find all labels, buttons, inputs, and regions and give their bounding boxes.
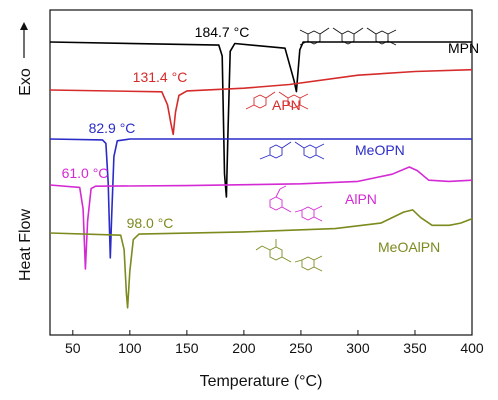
plot-frame: [49, 9, 473, 336]
series-name-meopn: MeOPN: [355, 142, 405, 158]
x-tick-label: 150: [175, 340, 199, 356]
x-tick-label: 100: [118, 340, 142, 356]
exo-arrow-icon: [20, 22, 28, 58]
x-axis-title: Temperature (°C): [200, 373, 323, 390]
series-line-meopn: [49, 138, 472, 259]
series-curves: [49, 41, 473, 309]
series-name-apn: APN: [272, 97, 301, 113]
series-name-mpn: MPN: [448, 40, 479, 56]
structure-meoalpn: [255, 239, 323, 272]
series-line-alpn: [49, 166, 473, 270]
peak-label-apn: 131.4 °C: [133, 69, 188, 85]
series-labels: MPN APN MeOPN AlPN MeOAlPN: [272, 40, 479, 255]
peak-label-mpn: 184.7 °C: [195, 24, 250, 40]
series-line-apn: [49, 68, 473, 136]
y-axis-title: Heat Flow: [17, 209, 34, 281]
peak-label-meopn: 82.9 °C: [89, 120, 136, 136]
structure-mpn: [299, 27, 397, 46]
x-tick-label: 250: [289, 340, 313, 356]
structure-apn: [245, 91, 309, 110]
series-line-meoalpn: [49, 209, 473, 309]
peak-label-meoalpn: 98.0 °C: [127, 215, 174, 231]
x-tick-label: 350: [403, 340, 427, 356]
x-axis-ticks: 50 100 150 200 250 300 350 400: [65, 330, 484, 356]
peak-label-alpn: 61.0 °C: [62, 165, 109, 181]
x-tick-label: 400: [460, 340, 484, 356]
x-tick-label: 300: [346, 340, 370, 356]
peak-labels: 184.7 °C 131.4 °C 82.9 °C 61.0 °C 98.0 °C: [62, 24, 250, 231]
series-line-mpn: [49, 41, 472, 198]
exo-label: Exo: [17, 68, 34, 96]
series-name-meoalpn: MeOAlPN: [378, 239, 440, 255]
structure-alpn: [269, 185, 323, 222]
series-name-alpn: AlPN: [345, 191, 377, 207]
x-tick-label: 50: [65, 340, 81, 356]
x-tick-label: 200: [232, 340, 256, 356]
structure-meopn: [259, 141, 325, 160]
